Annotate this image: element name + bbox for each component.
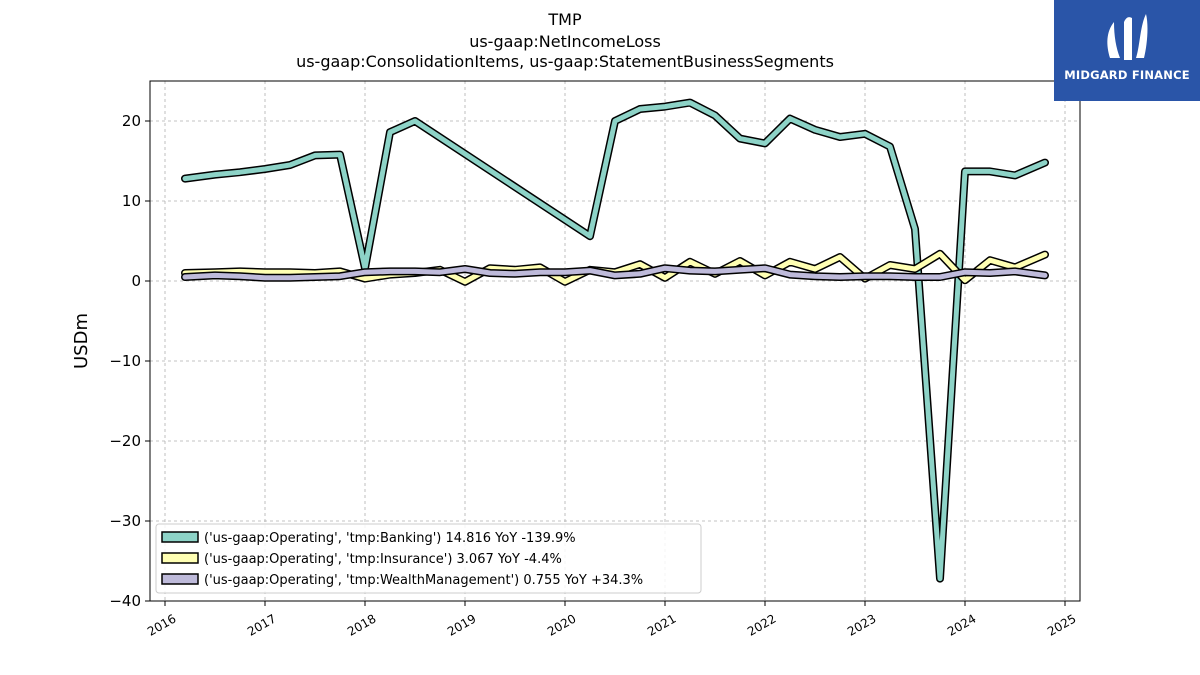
brand-logo: MIDGARD FINANCE xyxy=(1054,0,1200,101)
legend-label-0: ('us-gaap:Operating', 'tmp:Banking') 14.… xyxy=(204,531,576,546)
x-tick-label: 2025 xyxy=(1045,611,1078,638)
y-axis-label: USDm xyxy=(71,313,92,369)
legend-box xyxy=(155,523,702,594)
midgard-logo-icon xyxy=(1107,14,1148,61)
x-tick-label: 2022 xyxy=(745,611,778,638)
chart-subtitle-line-1: us-gaap:NetIncomeLoss xyxy=(469,32,661,51)
y-tick-label: 10 xyxy=(122,192,141,210)
x-tick-label: 2019 xyxy=(445,611,478,638)
x-tick-label: 2017 xyxy=(245,611,278,638)
legend-swatch-1 xyxy=(161,552,199,564)
x-tick-label: 2020 xyxy=(545,611,578,638)
logo-text: MIDGARD FINANCE xyxy=(1064,68,1190,82)
y-tick-label: −10 xyxy=(109,352,141,370)
x-tick-label: 2021 xyxy=(645,611,678,638)
chart-subtitle-line-2: us-gaap:ConsolidationItems, us-gaap:Stat… xyxy=(296,52,834,71)
legend-swatch-2 xyxy=(161,573,199,585)
x-tick-label: 2024 xyxy=(945,611,978,638)
legend-label-1: ('us-gaap:Operating', 'tmp:Insurance') 3… xyxy=(204,552,562,567)
x-tick-label: 2018 xyxy=(345,611,378,638)
y-tick-label: −20 xyxy=(109,432,141,450)
y-tick-label: 0 xyxy=(131,272,141,290)
legend-label-2: ('us-gaap:Operating', 'tmp:WealthManagem… xyxy=(204,573,643,588)
series-0-outline xyxy=(181,98,1049,583)
y-tick-label: −40 xyxy=(109,592,141,610)
x-tick-label: 2016 xyxy=(145,611,178,638)
y-tick-label: −30 xyxy=(109,512,141,530)
chart-title: TMP xyxy=(548,10,582,29)
series-2-line xyxy=(182,265,1048,281)
y-tick-label: 20 xyxy=(122,112,141,130)
plot-frame xyxy=(149,80,1081,602)
series-0-line xyxy=(182,100,1048,582)
legend-swatch-0 xyxy=(161,531,199,543)
x-tick-label: 2023 xyxy=(845,611,878,638)
